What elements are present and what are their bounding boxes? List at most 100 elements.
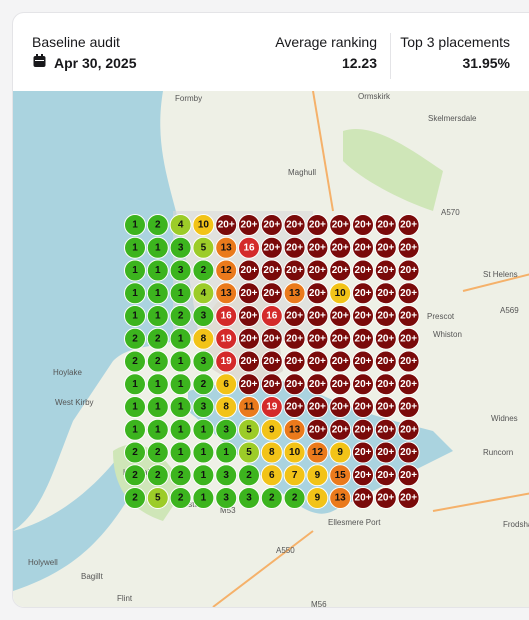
rank-label: 20+ — [286, 220, 303, 231]
rank-marker — [283, 464, 306, 487]
rank-marker — [374, 259, 397, 282]
place-label: Holywell — [28, 558, 58, 567]
rank-label: 20+ — [400, 424, 417, 435]
rank-marker — [192, 236, 215, 259]
rank-label: 20+ — [332, 333, 349, 344]
rank-label: 16 — [243, 242, 255, 253]
rank-label: 20+ — [309, 333, 326, 344]
rank-label: 7 — [292, 470, 298, 481]
rank-marker — [374, 396, 397, 418]
rank-marker — [397, 487, 420, 509]
rank-marker — [397, 305, 420, 327]
rank-label: 3 — [201, 356, 207, 367]
rank-marker — [260, 373, 283, 396]
rank-marker — [374, 236, 397, 259]
rank-label: 1 — [178, 447, 184, 458]
rank-label: 20+ — [355, 379, 372, 390]
rank-label: 19 — [266, 402, 278, 413]
rank-label: 2 — [155, 333, 161, 344]
rank-marker — [283, 327, 306, 350]
rank-marker — [397, 236, 420, 259]
rank-marker — [215, 464, 238, 487]
rank-marker — [124, 487, 146, 509]
rank-label: 20+ — [241, 288, 258, 299]
rank-label: 20+ — [400, 333, 417, 344]
rank-marker — [146, 373, 169, 396]
rank-marker — [397, 418, 420, 441]
rank-marker — [283, 259, 306, 282]
rank-marker — [260, 396, 283, 418]
rank-label: 2 — [246, 470, 252, 481]
rank-marker — [238, 282, 260, 305]
rank-label: 8 — [269, 447, 275, 458]
rank-label: 20+ — [377, 265, 394, 276]
rank-label: 1 — [201, 447, 207, 458]
rank-marker — [215, 487, 238, 509]
rank-label: 20+ — [309, 242, 326, 253]
rank-marker — [283, 236, 306, 259]
rank-label: 10 — [335, 288, 347, 299]
rank-label: 1 — [178, 288, 184, 299]
rank-label: 6 — [269, 470, 275, 481]
rank-label: 8 — [223, 402, 229, 413]
rank-label: 20+ — [355, 265, 372, 276]
rank-marker — [124, 236, 146, 259]
rank-label: 20+ — [309, 220, 326, 231]
rank-marker — [169, 214, 192, 236]
place-label: Frodsham — [503, 520, 529, 529]
rank-label: 20+ — [400, 311, 417, 322]
rank-label: 20+ — [241, 356, 258, 367]
rank-label: 13 — [221, 288, 233, 299]
rank-marker — [238, 350, 260, 373]
rank-label: 9 — [269, 424, 275, 435]
rank-marker — [374, 214, 397, 236]
rank-marker — [283, 373, 306, 396]
rank-label: 2 — [201, 379, 207, 390]
rank-marker — [306, 282, 329, 305]
rank-marker — [238, 396, 260, 418]
rank-label: 20+ — [309, 311, 326, 322]
rank-marker — [215, 282, 238, 305]
rank-label: 20+ — [332, 379, 349, 390]
rank-marker — [169, 350, 192, 373]
rank-label: 3 — [246, 493, 252, 504]
rank-marker — [352, 327, 374, 350]
rank-marker — [260, 350, 283, 373]
rank-label: 2 — [155, 447, 161, 458]
rank-marker — [306, 236, 329, 259]
rank-label: 2 — [269, 493, 275, 504]
rank-label: 13 — [335, 493, 347, 504]
rank-marker — [306, 464, 329, 487]
rank-marker — [215, 418, 238, 441]
rank-label: 1 — [178, 424, 184, 435]
place-label: Flint — [117, 594, 133, 603]
rank-label: 20+ — [286, 311, 303, 322]
rank-marker — [306, 327, 329, 350]
rank-label: 20+ — [400, 493, 417, 504]
rank-marker — [192, 487, 215, 509]
place-label: St Helens — [483, 270, 518, 279]
place-label: Skelmersdale — [428, 114, 477, 123]
rank-label: 20+ — [241, 379, 258, 390]
rank-label: 1 — [132, 288, 138, 299]
place-label: A550 — [276, 546, 295, 555]
rank-label: 20+ — [263, 356, 280, 367]
rank-marker — [306, 214, 329, 236]
rank-marker — [329, 464, 352, 487]
rank-label: 20+ — [286, 402, 303, 413]
rank-marker — [169, 418, 192, 441]
rank-marker — [352, 373, 374, 396]
place-label: M56 — [311, 600, 327, 607]
rank-marker — [124, 396, 146, 418]
rank-label: 1 — [132, 424, 138, 435]
rank-marker — [192, 214, 215, 236]
rank-marker — [192, 396, 215, 418]
rank-marker — [283, 214, 306, 236]
rank-marker — [260, 259, 283, 282]
rank-marker — [374, 418, 397, 441]
rank-marker — [169, 464, 192, 487]
rank-marker — [329, 214, 352, 236]
rank-label: 1 — [155, 242, 161, 253]
place-label: Maghull — [288, 168, 316, 177]
rank-label: 3 — [201, 311, 207, 322]
